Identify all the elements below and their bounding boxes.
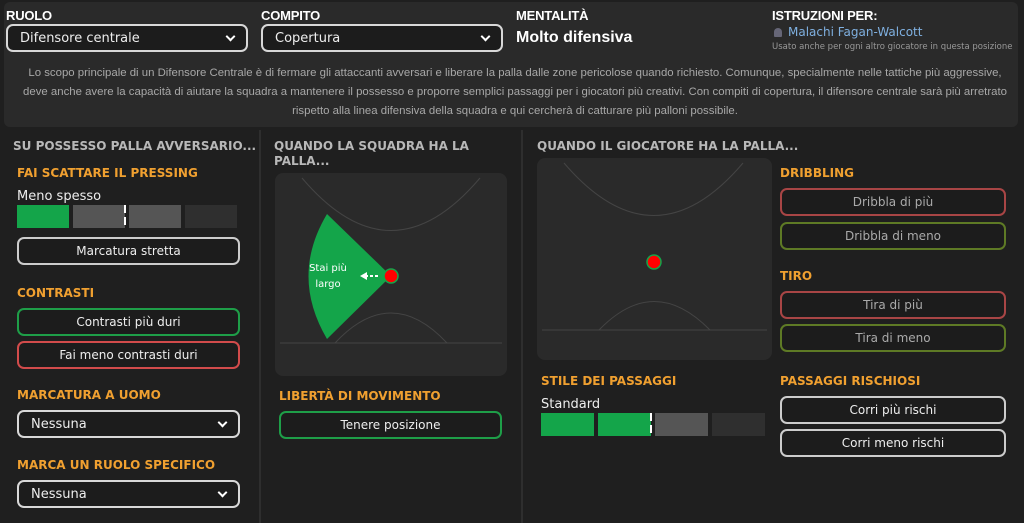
shoot-less-button[interactable]: Tira di meno [780,324,1006,352]
duty-dropdown[interactable]: Copertura [261,24,503,52]
man-marking-label: MARCATURA A UOMO [17,388,161,402]
take-more-risks-button[interactable]: Corri più rischi [780,396,1006,424]
player-dot [383,268,399,284]
specific-role-dropdown[interactable]: Nessuna [17,480,240,508]
dribble-more-button[interactable]: Dribbla di più [780,188,1006,216]
take-fewer-risks-button[interactable]: Corri meno rischi [780,429,1006,457]
shoot-more-button[interactable]: Tira di più [780,291,1006,319]
role-panel [4,2,1018,127]
zone-label: Stai più largo [309,263,347,290]
pressing-value: Meno spesso [17,189,102,204]
chevron-down-icon [480,31,491,41]
mentality-value: Molto difensiva [516,29,633,46]
passing-style-value: Standard [541,397,601,412]
duty-value: Copertura [275,30,341,46]
chevron-down-icon [217,417,228,427]
slider-segment [541,413,594,436]
specific-role-label: MARCA UN RUOLO SPECIFICO [17,458,216,472]
slider-segment [73,205,126,228]
slider-segment [17,205,69,228]
tackle-harder-button[interactable]: Contrasti più duri [17,308,240,336]
section-title: SU POSSESSO PALLA AVVERSARIO... [13,139,257,153]
pitch-diagram [537,158,772,360]
person-icon [774,27,782,37]
player-link[interactable]: Malachi Fagan-Walcott [774,25,922,39]
man-marking-value: Nessuna [31,416,87,432]
freedom-label: LIBERTÀ DI MOVIMENTO [279,389,441,403]
column-divider [521,130,523,523]
pressing-label: FAI SCATTARE IL PRESSING [17,166,198,180]
pitch-lines [542,162,767,331]
dribble-less-button[interactable]: Dribbla di meno [780,222,1006,250]
slider-segment [712,413,765,436]
player-dot [646,254,662,270]
slider-segment [129,205,181,228]
role-value: Difensore centrale [20,30,140,46]
mentality-label: MENTALITÀ [516,8,589,23]
role-description: Lo scopo principale di un Difensore Cent… [23,67,1007,117]
slider-segment [185,205,237,228]
risky-passes-label: PASSAGGI RISCHIOSI [780,374,921,388]
man-marking-dropdown[interactable]: Nessuna [17,410,240,438]
duty-label: COMPITO [261,8,321,23]
arrow-left-icon [360,272,367,280]
pitch-lines [280,177,502,344]
player-name: Malachi Fagan-Walcott [788,25,923,39]
pitch-diagram: Stai più largo [275,173,507,376]
movement-zone [308,214,391,339]
shooting-label: TIRO [780,269,813,283]
column-divider [259,130,261,523]
player-note: Usato anche per ogni altro giocatore in … [772,42,1013,52]
passing-style-slider[interactable] [541,413,765,436]
tackling-label: CONTRASTI [17,286,95,300]
tight-marking-button[interactable]: Marcatura stretta [17,237,240,265]
role-label: RUOLO [6,8,52,23]
chevron-down-icon [225,31,236,41]
section-title: QUANDO IL GIOCATORE HA LA PALLA... [537,139,799,153]
instructions-label: ISTRUZIONI PER: [772,8,878,23]
pressing-slider[interactable] [17,205,237,228]
passing-style-label: STILE DEI PASSAGGI [541,374,677,388]
section-title: QUANDO LA SQUADRA HA LA PALLA... [274,139,469,168]
ease-off-tackles-button[interactable]: Fai meno contrasti duri [17,341,240,369]
chevron-down-icon [217,487,228,497]
role-dropdown[interactable]: Difensore centrale [6,24,248,52]
specific-role-value: Nessuna [31,486,87,502]
hold-position-button[interactable]: Tenere posizione [279,411,502,439]
slider-segment [655,413,708,436]
slider-segment [598,413,652,436]
dribbling-label: DRIBBLING [780,166,854,180]
